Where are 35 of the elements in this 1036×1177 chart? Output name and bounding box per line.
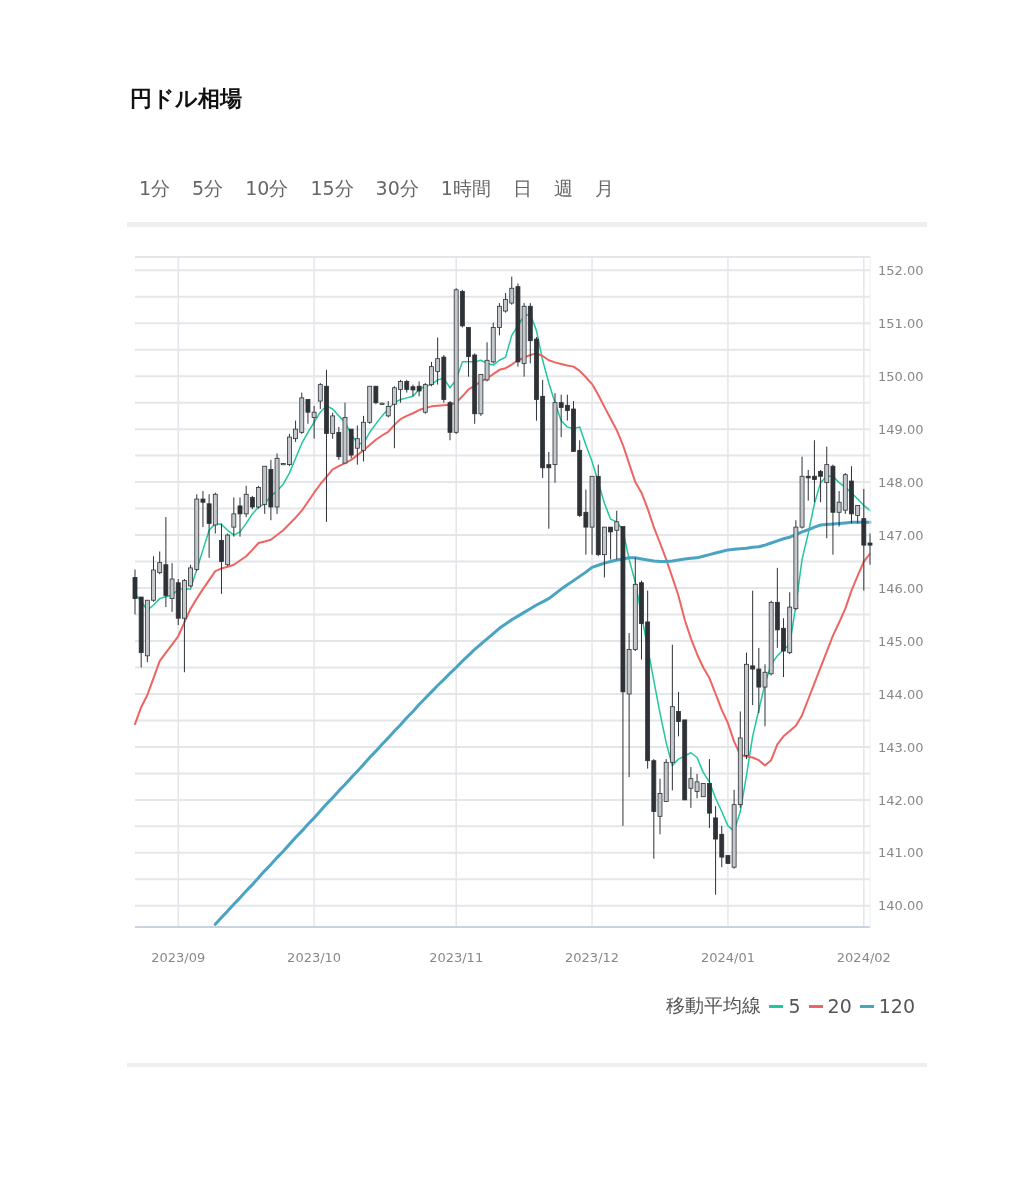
y-tick-label: 148.00 [878,474,924,490]
text: 月 [594,176,614,201]
legend-label: 5 [788,995,801,1017]
x-tick-label: 2023/12 [565,950,620,966]
x-tick-label: 2023/10 [287,950,342,966]
legend-label: 120 [878,995,915,1017]
y-tick-label: 146.00 [878,580,924,596]
y-tick-label: 144.00 [878,686,924,702]
text: 1分 [139,176,171,201]
x-tick-label: 2024/01 [700,950,755,966]
x-tick-label: 2023/09 [151,950,206,966]
text: 5分 [192,176,224,201]
y-tick-label: 151.00 [878,315,924,331]
text: 10分 [245,176,289,201]
y-tick-label: 150.00 [878,368,924,384]
legend-label: 20 [827,995,852,1017]
text: 日 [512,176,532,201]
y-tick-label: 143.00 [878,739,924,755]
line-series [213,520,872,926]
x-tick-label: 2023/11 [429,950,484,966]
x-tick-label: 2024/02 [836,950,891,966]
chart-title: 円ドル相場 [130,85,243,113]
line-series [134,352,871,767]
text: 1時間 [440,176,491,201]
y-tick-label: 141.00 [878,845,924,861]
text: 30分 [375,176,419,201]
y-tick-label: 145.00 [878,633,924,649]
text: 15分 [310,176,354,201]
y-tick-label: 140.00 [878,898,924,914]
text: 週 [553,176,573,201]
y-tick-label: 147.00 [878,527,924,543]
y-tick-label: 142.00 [878,792,924,808]
y-tick-label: 149.00 [878,421,924,437]
legend-title: 移動平均線 [666,993,762,1018]
y-tick-label: 152.00 [878,262,924,278]
